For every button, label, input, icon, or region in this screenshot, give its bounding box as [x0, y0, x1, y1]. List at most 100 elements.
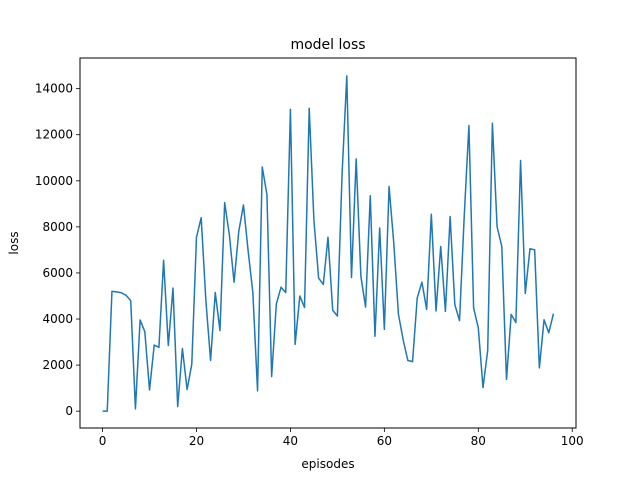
data-point — [524, 292, 527, 295]
x-axis-label: episodes — [301, 457, 354, 471]
data-point — [280, 286, 283, 289]
data-point — [336, 315, 339, 318]
data-point — [247, 250, 250, 253]
data-point — [298, 294, 301, 297]
data-point — [190, 363, 193, 366]
data-point — [289, 108, 292, 111]
data-point — [294, 343, 297, 346]
data-point — [496, 225, 499, 228]
data-point — [265, 193, 268, 196]
y-tick-label: 12000 — [35, 128, 73, 142]
y-tick-label: 14000 — [35, 82, 73, 96]
x-tick-label: 100 — [561, 434, 584, 448]
y-tick-label: 8000 — [42, 220, 73, 234]
data-point — [482, 386, 485, 389]
data-point — [303, 306, 306, 309]
data-point — [125, 294, 128, 297]
x-tick-label: 40 — [283, 434, 298, 448]
data-point — [209, 359, 212, 362]
data-point — [528, 247, 531, 250]
data-point — [129, 299, 132, 302]
data-point — [514, 321, 517, 324]
data-point — [467, 124, 470, 127]
data-point — [411, 360, 414, 363]
data-point — [101, 410, 104, 413]
data-point — [139, 318, 142, 321]
data-point — [134, 407, 137, 410]
data-point — [383, 328, 386, 331]
data-point — [449, 215, 452, 218]
data-point — [167, 344, 170, 347]
data-point — [120, 291, 123, 294]
data-point — [162, 259, 165, 262]
data-point — [331, 309, 334, 312]
data-point — [312, 218, 315, 221]
data-point — [195, 236, 198, 239]
data-point — [218, 329, 221, 332]
data-point — [486, 349, 489, 352]
data-point — [270, 375, 273, 378]
data-point — [181, 347, 184, 350]
data-point — [373, 335, 376, 338]
data-point — [505, 378, 508, 381]
data-point — [510, 313, 513, 316]
data-point — [435, 309, 438, 312]
chart-title: model loss — [290, 37, 365, 53]
data-point — [308, 107, 311, 110]
data-point — [200, 216, 203, 219]
ticks-layer: 0 20 40 60 80 100 0 2000 4000 6000 8000 10000 12000 1… — [35, 82, 584, 448]
data-point — [453, 303, 456, 306]
y-tick-label: 0 — [65, 404, 73, 418]
data-point — [204, 299, 207, 302]
axes-frame — [79, 57, 577, 429]
data-point — [439, 245, 442, 248]
data-point — [378, 227, 381, 230]
data-point — [106, 410, 109, 413]
data-point — [543, 318, 546, 321]
data-point — [463, 215, 466, 218]
data-point — [420, 281, 423, 284]
data-point — [369, 194, 372, 197]
data-point — [472, 306, 475, 309]
data-point — [223, 201, 226, 204]
data-point — [261, 165, 264, 168]
x-tick-label: 0 — [99, 434, 107, 448]
y-tick-label: 6000 — [42, 266, 73, 280]
data-point — [406, 359, 409, 362]
data-point — [214, 291, 217, 294]
data-point — [284, 291, 287, 294]
data-point — [153, 344, 156, 347]
data-point — [317, 277, 320, 280]
data-point — [186, 388, 189, 391]
data-point — [350, 276, 353, 279]
data-point — [110, 290, 113, 293]
data-point — [547, 331, 550, 334]
data-point — [552, 312, 555, 315]
data-point — [416, 296, 419, 299]
data-point — [533, 248, 536, 251]
x-tick-label: 80 — [471, 434, 486, 448]
data-point — [341, 172, 344, 175]
data-point — [355, 157, 358, 160]
data-point — [143, 330, 146, 333]
data-point — [430, 213, 433, 216]
y-tick-label: 2000 — [42, 358, 73, 372]
data-point — [251, 291, 254, 294]
data-point — [359, 275, 362, 278]
data-point — [322, 283, 325, 286]
data-point — [176, 405, 179, 408]
x-tick-label: 60 — [377, 434, 392, 448]
data-point — [425, 308, 428, 311]
data-point — [228, 233, 231, 236]
series-line — [102, 75, 555, 412]
x-tick-label: 20 — [189, 434, 204, 448]
data-point — [148, 388, 151, 391]
y-axis-label: loss — [7, 231, 21, 254]
data-point — [444, 310, 447, 313]
plot-layer — [101, 75, 555, 413]
data-point — [275, 303, 278, 306]
data-point — [364, 306, 367, 309]
data-point — [115, 290, 118, 293]
